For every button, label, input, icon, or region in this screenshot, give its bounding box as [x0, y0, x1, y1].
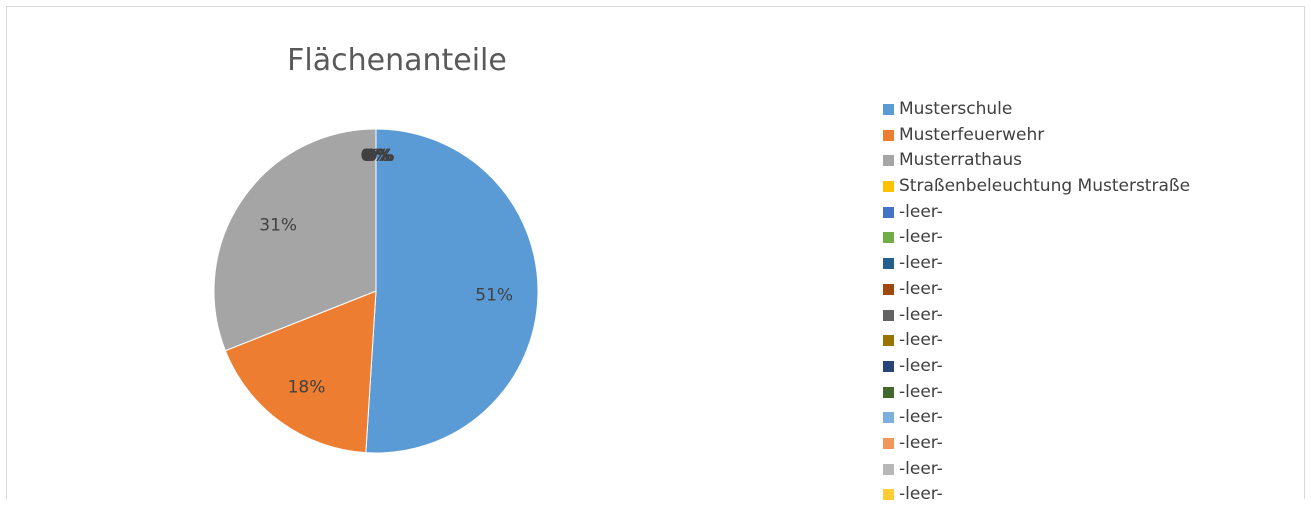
legend-label: -leer-: [899, 381, 943, 402]
legend-item-6: -leer-: [883, 225, 1190, 251]
legend-swatch: [883, 181, 894, 193]
legend-swatch: [883, 155, 894, 167]
data-label-1: 51%: [475, 286, 513, 306]
legend-swatch: [883, 489, 894, 501]
legend-item-1: Musterschule: [883, 97, 1190, 123]
data-label-zero-overlap-2: 0%: [366, 146, 395, 166]
legend-label: -leer-: [899, 407, 943, 428]
legend-item-2: Musterfeuerwehr: [883, 123, 1190, 149]
data-label-4: 0%: [361, 146, 390, 166]
chart-title: Flächenanteile: [287, 43, 507, 78]
legend-item-12: -leer-: [883, 380, 1190, 406]
legend-item-11: -leer-: [883, 354, 1190, 380]
chart-frame: Flächenanteile 51% 18% 31% 0% 0% 0% Mustersch…: [6, 6, 1305, 504]
legend-swatch: [883, 104, 894, 115]
legend-swatch: [883, 386, 894, 398]
pie-chart: 51%18%31%0%0%0%: [213, 128, 539, 454]
legend-label: -leer-: [899, 458, 943, 479]
legend-label: Musterfeuerwehr: [899, 124, 1045, 145]
legend-label: -leer-: [899, 304, 943, 325]
legend-item-7: -leer-: [883, 251, 1190, 277]
legend-label: -leer-: [899, 201, 943, 222]
legend-label: -leer-: [899, 484, 943, 505]
legend-swatch: [883, 335, 894, 347]
legend-swatch: [883, 360, 894, 372]
legend-label: Straßenbeleuchtung Musterstraße: [899, 176, 1191, 197]
legend-item-16: -leer-: [883, 482, 1190, 508]
legend-item-14: -leer-: [883, 431, 1190, 457]
legend-swatch: [883, 232, 894, 244]
legend-item-3: Musterrathaus: [883, 148, 1190, 174]
legend-swatch: [883, 412, 894, 424]
legend-label: -leer-: [899, 227, 943, 248]
data-label-3: 31%: [259, 216, 297, 236]
legend-swatch: [883, 463, 894, 475]
legend-item-13: -leer-: [883, 405, 1190, 431]
legend-swatch: [883, 283, 894, 295]
legend-item-10: -leer-: [883, 328, 1190, 354]
legend-label: -leer-: [899, 330, 943, 351]
legend-label: -leer-: [899, 432, 943, 453]
pie-slice-3: [213, 128, 377, 352]
legend-label: Musterrathaus: [899, 150, 1023, 171]
legend-swatch: [883, 309, 894, 321]
legend-label: -leer-: [899, 253, 943, 274]
legend-item-5: -leer-: [883, 200, 1190, 226]
legend-swatch: [883, 437, 894, 449]
chart-legend: Musterschule Musterfeuerwehr Musterrathaus…: [883, 97, 1190, 508]
legend-swatch: [883, 206, 894, 218]
legend-label: Musterschule: [899, 99, 1013, 119]
legend-swatch: [883, 129, 894, 141]
legend-swatch: [883, 258, 894, 270]
data-label-2: 18%: [288, 378, 326, 398]
legend-label: -leer-: [899, 355, 943, 376]
pie-slice-1: [365, 128, 539, 454]
legend-item-8: -leer-: [883, 277, 1190, 303]
pie-slice-2: [224, 290, 377, 454]
legend-item-4: Straßenbeleuchtung Musterstraße: [883, 174, 1190, 200]
data-label-zero-overlap-1: 0%: [364, 146, 393, 166]
legend-item-15: -leer-: [883, 457, 1190, 483]
legend-label: -leer-: [899, 278, 943, 299]
legend-item-9: -leer-: [883, 303, 1190, 329]
